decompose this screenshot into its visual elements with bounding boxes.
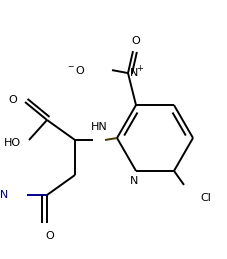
Text: N: N [129,176,138,186]
Text: +: + [135,64,142,73]
Text: O: O [8,95,17,105]
Text: N: N [129,68,138,78]
Text: O: O [45,231,54,241]
Text: O: O [131,36,140,46]
Text: Cl: Cl [199,193,210,203]
Text: HO: HO [4,138,21,148]
Text: HN: HN [90,122,107,132]
Text: H₂N: H₂N [0,190,9,200]
Text: $^-$O: $^-$O [66,64,86,76]
